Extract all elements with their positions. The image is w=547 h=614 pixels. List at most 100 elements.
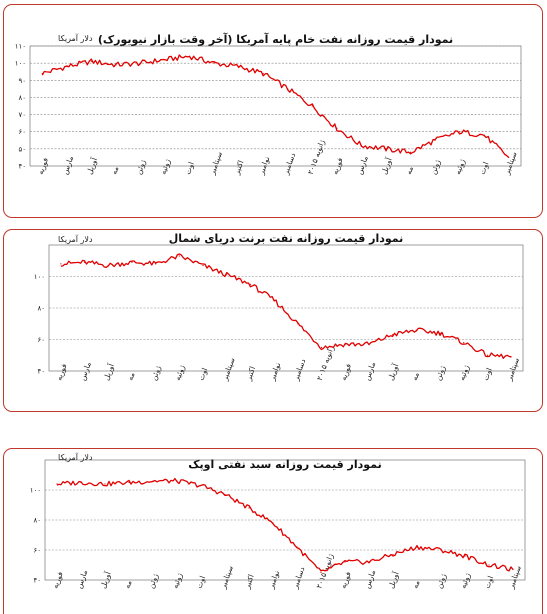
x-tick-label: مارس [74, 569, 89, 590]
x-tick-label: نوامبر [267, 361, 282, 382]
y-tick-label: ۶۰ [33, 547, 41, 555]
y-tick-label: ۸۰ [33, 517, 41, 525]
data-point [176, 480, 178, 482]
chart-brent: ۴۰ ۶۰ ۸۰ ۱۰۰ نمودار قیمت روزانه نفت برنت دری… [34, 232, 524, 383]
data-point [202, 264, 204, 267]
data-point [360, 144, 363, 147]
chart-wti: ۴۰ ۵۰ ۶۰ ۷۰ ۸۰ ۹۰ ۱۰۰ ۱۱۰ نمودار قیمت روزانه نفت… [15, 32, 522, 177]
data-point [459, 131, 461, 133]
data-point [224, 493, 226, 496]
data-point [188, 55, 191, 57]
x-tick-label: مارس [355, 155, 370, 176]
x-tick-label: ژوئن [434, 572, 448, 590]
data-point [131, 261, 133, 263]
data-point [115, 64, 117, 66]
data-point [344, 343, 346, 345]
x-tick-label: آوریل [378, 155, 394, 175]
x-tick-label: آوریل [385, 361, 401, 381]
series-line [41, 54, 510, 158]
data-point [368, 561, 370, 563]
x-tick-label: مارس [60, 155, 75, 176]
data-point [90, 60, 92, 63]
x-tick-label: ژوئن [149, 364, 163, 382]
x-tick-label: ژوئیه [173, 364, 187, 382]
data-point [336, 127, 338, 129]
data-point [440, 549, 442, 551]
data-point [368, 343, 370, 345]
x-tick-label: ژوئن [146, 572, 160, 590]
x-tick-label: ژوئن [134, 158, 148, 176]
data-point [344, 561, 346, 563]
x-tick-label: مه [410, 371, 421, 382]
x-tick-label: آوریل [385, 569, 401, 589]
x-tick-label: ژوئیه [453, 158, 467, 176]
x-tick-label: آوریل [97, 569, 113, 589]
data-point [463, 342, 465, 344]
data-point [155, 263, 157, 265]
data-point [262, 72, 264, 75]
data-point [80, 481, 82, 484]
data-point [238, 65, 240, 68]
y-tick-label: ۶۰ [18, 128, 26, 136]
data-point [41, 72, 43, 75]
data-point [320, 346, 323, 348]
y-tick-label: ۴۰ [37, 368, 45, 376]
y-tick-label: ۴۰ [33, 577, 41, 585]
x-tick-label: سپتامبر [506, 565, 523, 591]
data-point [320, 571, 322, 574]
data-point [297, 323, 299, 325]
x-tick-label: اوت [478, 161, 491, 176]
data-point [272, 522, 274, 524]
data-point [213, 62, 215, 64]
x-tick-label: سپتامبر [218, 565, 235, 591]
chart-panel-opec: ۴۰ ۶۰ ۸۰ ۱۰۰ نمودار قیمت روزانه سبد نفتی اوپ… [3, 448, 543, 614]
x-tick-label: ژوئیه [457, 364, 471, 382]
x-tick-label: آوریل [101, 361, 117, 381]
data-point [434, 139, 436, 141]
x-tick-label: سپتامبر [504, 357, 521, 383]
x-tick-label: مه [122, 579, 133, 590]
chart-opec: ۴۰ ۶۰ ۸۰ ۱۰۰ نمودار قیمت روزانه سبد نفتی اوپ… [30, 452, 526, 591]
data-point [464, 555, 466, 557]
series-line [56, 477, 514, 572]
y-tick-label: ۶۰ [37, 336, 45, 344]
data-point [486, 354, 489, 356]
x-tick-label: فوریه [54, 362, 68, 382]
x-tick-label: اکتبر [242, 573, 256, 590]
x-tick-label: سپتامبر [207, 151, 224, 177]
x-tick-label: ژوئیه [170, 572, 184, 590]
data-point [152, 480, 154, 482]
x-tick-label: اکتبر [244, 365, 258, 382]
y-tick-label: ۹۰ [18, 77, 26, 85]
y-tick-label: ۱۰۰ [34, 273, 45, 281]
data-point [164, 59, 166, 61]
y-tick-label: ۱۰۰ [15, 60, 26, 68]
x-tick-label: ژانویه ۲۰۱۵ [315, 344, 336, 382]
data-point [416, 546, 418, 548]
data-point [104, 483, 106, 485]
x-tick-label: ژانویه ۲۰۱۵ [306, 138, 327, 176]
y-tick-label: ۵۰ [18, 145, 26, 153]
series-line [60, 253, 512, 359]
y-axis-label: دلار آمریکا [58, 452, 93, 462]
data-point [83, 261, 86, 263]
y-axis-label: دلار آمریکا [58, 234, 93, 244]
data-point [273, 299, 275, 301]
x-tick-label: مارس [362, 569, 377, 590]
x-tick-label: سپتامبر [220, 357, 237, 383]
data-point [226, 274, 228, 276]
x-tick-label: اوت [481, 367, 494, 382]
y-tick-label: ۴۰ [18, 163, 26, 171]
x-tick-label: اوت [196, 367, 209, 382]
data-point [415, 329, 417, 331]
data-point [385, 148, 387, 150]
x-tick-label: ژوئیه [158, 158, 172, 176]
chart-title: نمودار قیمت روزانه سبد نفتی اوپک [188, 458, 381, 471]
data-point [311, 105, 313, 107]
y-tick-label: ۸۰ [18, 94, 26, 102]
data-point [128, 481, 130, 484]
x-tick-label: مه [410, 579, 421, 590]
data-point [510, 356, 512, 358]
data-point [66, 65, 68, 68]
x-tick-label: مه [125, 371, 136, 382]
